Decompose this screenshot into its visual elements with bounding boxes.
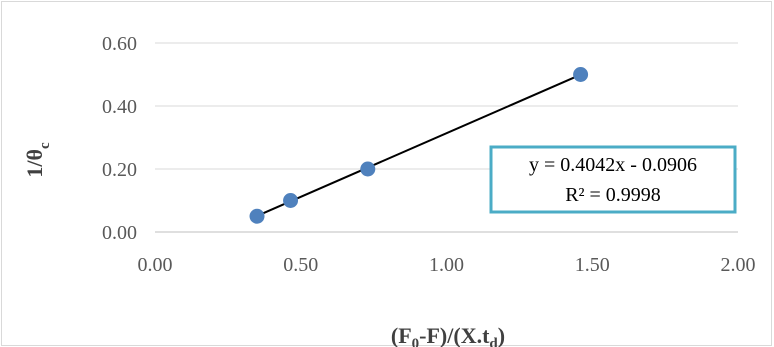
x-axis-title-part2: -F)/(X.t <box>419 323 490 347</box>
y-tick-label: 0.40 <box>102 96 137 118</box>
x-tick-label: 0.00 <box>138 254 173 276</box>
equation-box: y = 0.4042x - 0.0906 R² = 0.9998 <box>489 145 737 214</box>
trendline-equation: y = 0.4042x - 0.0906 <box>529 154 697 176</box>
x-tick-label: 2.00 <box>721 254 756 276</box>
trendline-group <box>256 73 581 217</box>
equation-box-border <box>489 145 737 214</box>
x-axis-title-part3: ) <box>498 323 505 347</box>
x-tick-label: 0.50 <box>283 254 318 276</box>
data-points <box>249 67 589 224</box>
r-squared-label: R² = 0.9998 <box>565 184 661 206</box>
trendline <box>256 73 581 217</box>
y-tick-label: 0.00 <box>102 222 137 244</box>
y-axis-title-main: 1/θ <box>22 149 47 178</box>
y-axis-title: 1/θc <box>22 142 53 178</box>
x-axis-title-subscript1: 0 <box>412 336 420 347</box>
data-point <box>360 161 376 177</box>
data-point <box>573 67 589 82</box>
x-axis-title-part1: (F <box>391 323 412 347</box>
y-tick-labels: 0.00 0.20 0.40 0.60 <box>102 33 137 244</box>
x-tick-label: 1.00 <box>429 254 464 276</box>
x-axis-title: (F0-F)/(X.td) <box>391 323 505 347</box>
x-axis-title-subscript2: d <box>489 336 498 347</box>
y-axis-title-subscript: c <box>37 142 53 149</box>
data-point <box>283 193 299 208</box>
y-tick-label: 0.20 <box>102 159 137 181</box>
x-tick-label: 1.50 <box>575 254 610 276</box>
y-tick-label: 0.60 <box>102 33 137 55</box>
data-point <box>249 208 265 224</box>
x-tick-labels: 0.00 0.50 1.00 1.50 2.00 <box>138 254 756 276</box>
